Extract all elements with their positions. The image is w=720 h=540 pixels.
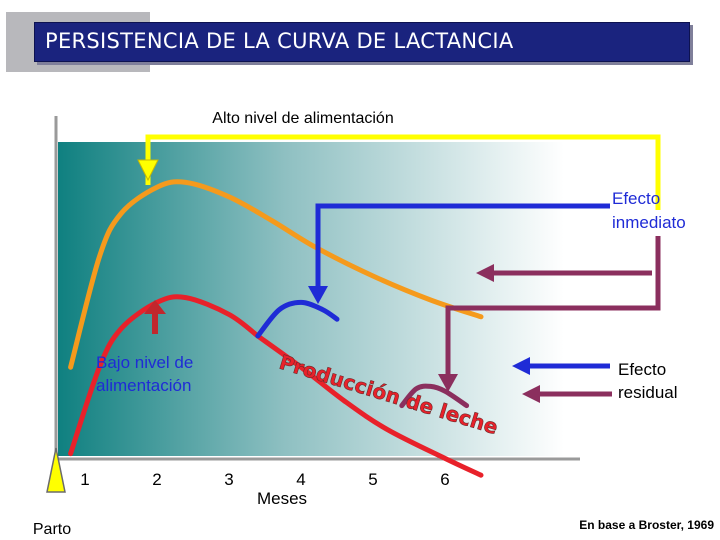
residual-effect-arrow-1 [445,236,661,378]
series-line-3 [255,299,340,339]
series-layer [68,179,484,478]
plot-area [58,142,564,456]
immediate-effect-label-line1: Efecto [612,189,660,208]
residual-effect-arrowhead-1 [438,374,458,392]
residual-effect-label-line2: residual [618,383,678,402]
high-feed-arrowhead [137,159,159,182]
immediate-effect-arrowhead-2 [512,357,530,375]
x-axis-label: Meses [257,489,307,508]
x-tick-label-4: 4 [296,470,305,489]
parto-marker-icon [46,447,66,493]
low-feed-arrowhead [144,300,166,314]
immediate-effect-arrowhead-1 [308,286,328,304]
title-bar: PERSISTENCIA DE LA CURVA DE LACTANCIA [34,22,690,62]
x-tick-label-3: 3 [224,470,233,489]
x-tick-label-1: 1 [80,470,89,489]
residual-effect-arrowhead-2 [476,264,494,282]
low-feed-label-line1: Bajo nivel de [96,353,193,372]
immediate-effect-arrow-1 [315,203,610,290]
series-line-4 [399,383,470,409]
x-tick-label-2: 2 [152,470,161,489]
x-tick-label-5: 5 [368,470,377,489]
series-line-0 [68,179,484,370]
parto-label: Parto [33,521,71,538]
high-feed-label: Alto nivel de alimentación [212,110,393,127]
residual-effect-arrowhead-3 [522,385,540,403]
low-feed-arrow-shaft [152,312,158,334]
low-feed-label-line2: alimentación [96,376,191,395]
series-line-1 [68,294,261,457]
x-tick-label-6: 6 [440,470,449,489]
series-line-2 [255,333,484,478]
source-note: En base a Broster, 1969 [579,518,714,532]
immediate-effect-label-line2: inmediato [612,213,686,232]
slide-title: PERSISTENCIA DE LA CURVA DE LACTANCIA [45,29,514,53]
x-tick-labels: 1 2 3 4 5 6 [80,470,449,489]
residual-effect-label-line1: Efecto [618,360,666,379]
